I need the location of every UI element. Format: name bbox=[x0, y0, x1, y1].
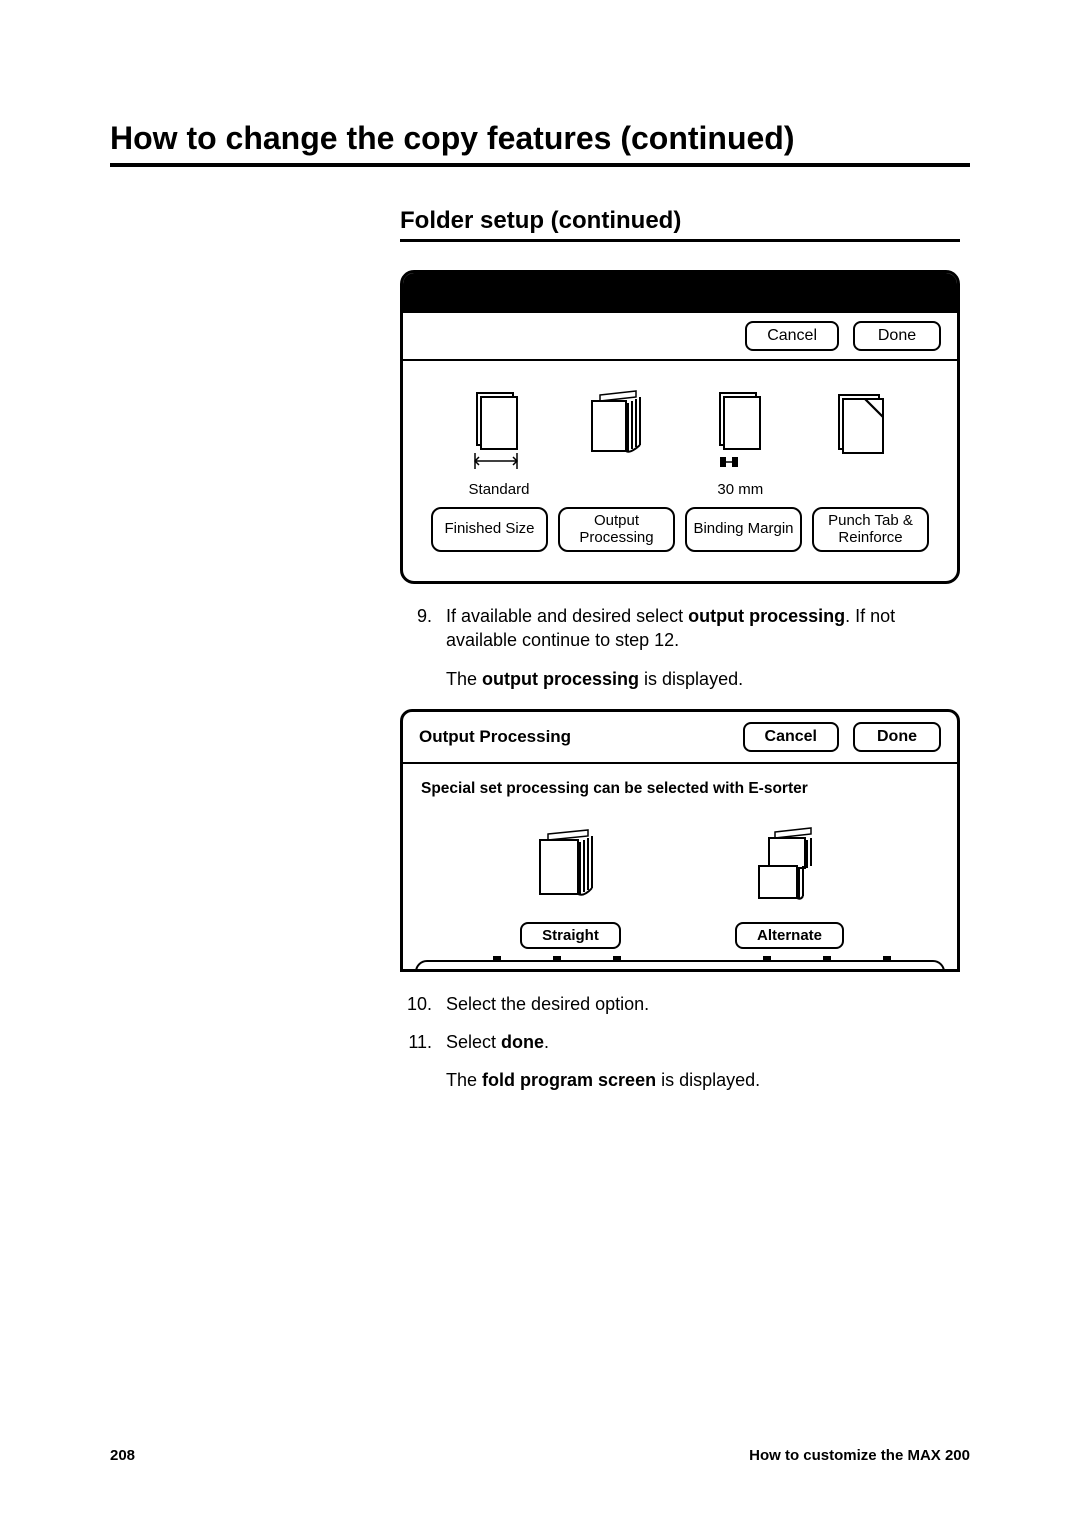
option-label: 30 mm bbox=[717, 481, 763, 499]
option-alternate[interactable]: Alternate bbox=[710, 826, 870, 949]
panel2-footer bbox=[403, 955, 957, 969]
step-text: Select done. bbox=[446, 1030, 960, 1054]
option-label: Standard bbox=[469, 481, 530, 499]
option-output-processing[interactable] bbox=[560, 387, 680, 499]
cancel-button[interactable]: Cancel bbox=[743, 722, 839, 752]
section-title: Folder setup (continued) bbox=[400, 207, 960, 242]
done-button[interactable]: Done bbox=[853, 722, 941, 752]
step-10: 10. Select the desired option. bbox=[400, 992, 960, 1016]
tab-output-processing[interactable]: Output Processing bbox=[558, 507, 675, 552]
option-standard[interactable]: Standard bbox=[439, 387, 559, 499]
step-number: 11. bbox=[400, 1030, 432, 1054]
step-text: Select the desired option. bbox=[446, 992, 960, 1016]
option-punch-tab[interactable] bbox=[801, 387, 921, 499]
cancel-button[interactable]: Cancel bbox=[745, 321, 839, 351]
option-label: Alternate bbox=[735, 922, 844, 949]
step-text: If available and desired select output p… bbox=[446, 604, 960, 653]
step-9: 9. If available and desired select outpu… bbox=[400, 604, 960, 653]
step-11-sub: The fold program screen is displayed. bbox=[446, 1068, 960, 1092]
panel2-message: Special set processing can be selected w… bbox=[421, 780, 939, 798]
fold-corner-icon bbox=[821, 387, 901, 477]
option-binding-margin[interactable]: 30 mm bbox=[680, 387, 800, 499]
page-footer: 208 How to customize the MAX 200 bbox=[110, 1447, 970, 1464]
step-9-sub: The output processing is displayed. bbox=[446, 667, 960, 691]
page-size-icon bbox=[459, 387, 539, 477]
tab-binding-margin[interactable]: Binding Margin bbox=[685, 507, 802, 552]
option-straight[interactable]: Straight bbox=[491, 826, 651, 949]
step-number: 10. bbox=[400, 992, 432, 1016]
tab-punch-tab[interactable]: Punch Tab & Reinforce bbox=[812, 507, 929, 552]
output-processing-panel: Output Processing Cancel Done Special se… bbox=[400, 709, 960, 972]
stack-straight-icon bbox=[526, 826, 616, 916]
margin-icon bbox=[700, 387, 780, 477]
panel-titlebar bbox=[403, 273, 957, 313]
option-label: Straight bbox=[520, 922, 621, 949]
panel-toolbar: Cancel Done bbox=[403, 313, 957, 361]
panel2-title: Output Processing bbox=[419, 727, 729, 747]
page-title: How to change the copy features (continu… bbox=[110, 120, 970, 167]
stack-alternate-icon bbox=[745, 826, 835, 916]
tab-finished-size[interactable]: Finished Size bbox=[431, 507, 548, 552]
done-button[interactable]: Done bbox=[853, 321, 941, 351]
step-11: 11. Select done. bbox=[400, 1030, 960, 1054]
folder-setup-panel: Cancel Done bbox=[400, 270, 960, 584]
page-number: 208 bbox=[110, 1447, 135, 1464]
stack-icon bbox=[580, 387, 660, 477]
step-number: 9. bbox=[400, 604, 432, 653]
footer-title: How to customize the MAX 200 bbox=[749, 1447, 970, 1464]
